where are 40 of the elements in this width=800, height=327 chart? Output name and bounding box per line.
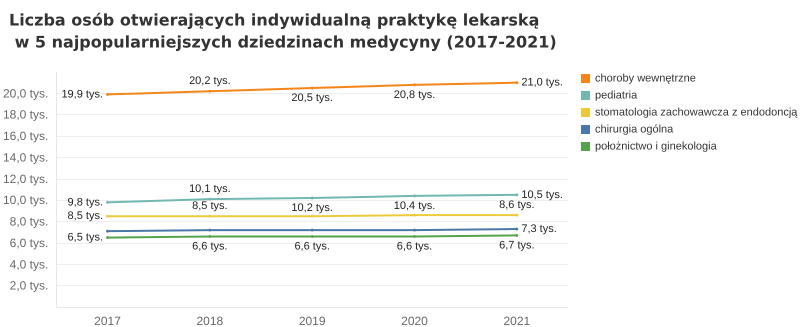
data-label: 6,6 tys. bbox=[396, 240, 432, 252]
data-label: 21,0 tys. bbox=[521, 76, 563, 89]
y-tick-label: 8,0 tys. bbox=[10, 214, 48, 229]
data-label: 20,8 tys. bbox=[394, 88, 436, 101]
data-label: 8,6 tys. bbox=[499, 199, 535, 212]
y-tick-label: 2,0 tys. bbox=[10, 278, 48, 293]
data-label: 8,5 tys. bbox=[192, 200, 228, 212]
y-tick-label: 6,0 tys. bbox=[10, 236, 48, 250]
legend-label: choroby wewnętrzne bbox=[595, 72, 696, 84]
x-tick-label: 2021 bbox=[503, 314, 531, 327]
data-label: 6,5 tys. bbox=[68, 232, 104, 244]
y-tick-label: 16,0 tys. bbox=[3, 129, 48, 144]
data-label: 20,5 tys. bbox=[291, 92, 333, 104]
x-tick-label: 2019 bbox=[298, 314, 326, 327]
legend-label: pediatria bbox=[595, 90, 638, 102]
x-tick-label: 2020 bbox=[401, 314, 428, 327]
data-label: 10,2 tys. bbox=[291, 202, 333, 214]
x-tick-label: 2018 bbox=[196, 314, 224, 327]
legend-label: stomatologia zachowawcza z endodoncją bbox=[595, 106, 798, 118]
x-tick-label: 2017 bbox=[94, 314, 122, 327]
y-tick-label: 4,0 tys. bbox=[10, 257, 48, 272]
y-tick-label: 20,0 tys. bbox=[3, 86, 48, 100]
chart-title: Liczba osób otwierających indywidualną praktykę lekarską w 5 najpopularniejszych dziedzinach medycyny (2017-2021) bbox=[9, 10, 557, 52]
data-label: 7,3 tys. bbox=[521, 223, 557, 236]
data-label: 10,4 tys. bbox=[394, 200, 436, 212]
data-label: 6,7 tys. bbox=[499, 239, 535, 252]
y-tick-label: 18,0 tys. bbox=[3, 108, 48, 122]
data-label: 8,5 tys. bbox=[68, 210, 104, 222]
data-label: 10,1 tys. bbox=[189, 183, 231, 196]
data-label: 20,2 tys. bbox=[189, 75, 231, 88]
data-label: 9,8 tys. bbox=[68, 196, 104, 208]
data-label: 6,6 tys. bbox=[294, 240, 330, 252]
data-label: 19,9 tys. bbox=[61, 88, 104, 100]
y-tick-label: 12,0 tys. bbox=[3, 172, 48, 186]
legend-label: położnictwo i ginekologia bbox=[595, 140, 718, 152]
y-tick-label: 10,0 tys. bbox=[3, 193, 48, 208]
data-label: 6,6 tys. bbox=[192, 240, 228, 252]
data-label: 10,5 tys. bbox=[521, 188, 563, 201]
legend-label: chirurgia ogólna bbox=[595, 124, 674, 136]
y-tick-label: 14,0 tys. bbox=[3, 150, 48, 164]
